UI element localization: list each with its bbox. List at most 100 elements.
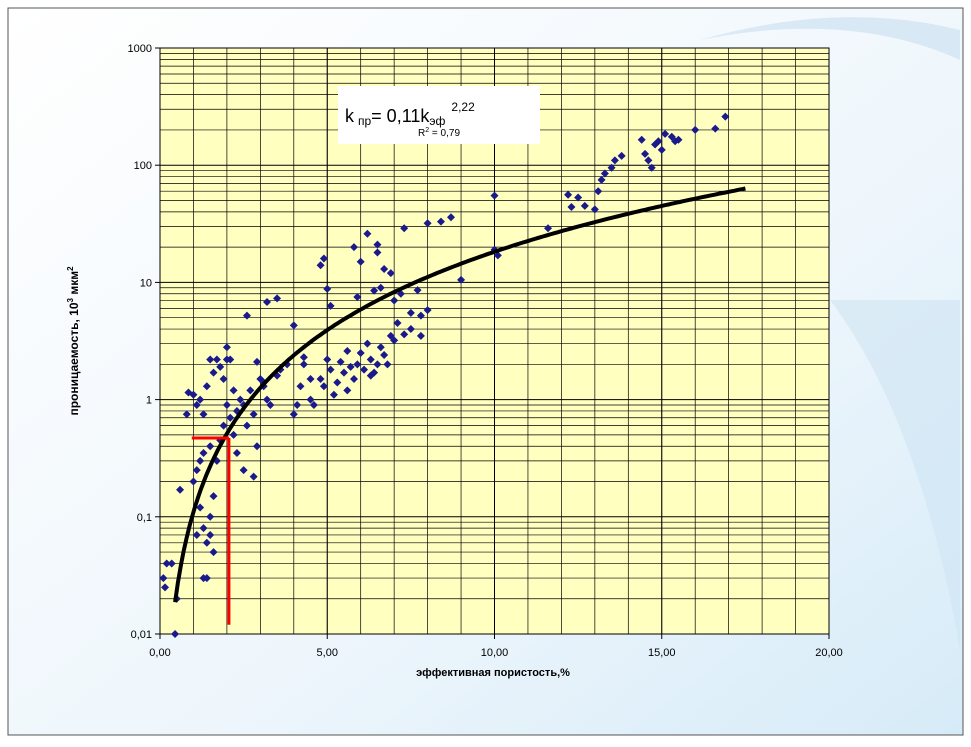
y-tick-label: 0,1: [137, 512, 152, 524]
point: [196, 395, 205, 404]
point: [206, 355, 215, 364]
point: [721, 112, 730, 121]
point: [323, 355, 332, 364]
point: [249, 472, 258, 481]
point: [326, 365, 335, 374]
point: [199, 524, 208, 533]
point: [236, 395, 245, 404]
point: [343, 346, 352, 355]
point: [222, 343, 231, 352]
point: [189, 477, 198, 486]
point: [199, 449, 208, 458]
y-label-text: проницаемость, 10: [67, 302, 81, 415]
point: [380, 351, 389, 360]
point: [647, 163, 656, 172]
point: [266, 400, 275, 409]
point: [376, 343, 385, 352]
point: [326, 301, 335, 310]
trendline: [173, 186, 746, 603]
x-tick-label: 20,00: [815, 647, 843, 659]
point: [567, 202, 576, 211]
point: [316, 261, 325, 270]
point: [319, 254, 328, 263]
point: [336, 357, 345, 366]
point: [607, 163, 616, 172]
point: [447, 213, 456, 222]
point: [206, 530, 215, 539]
point: [293, 400, 302, 409]
point: [229, 386, 238, 395]
point: [400, 330, 409, 339]
x-tick-label: 0,00: [149, 647, 170, 659]
point: [657, 145, 666, 154]
point: [196, 503, 205, 512]
point: [202, 538, 211, 547]
point: [319, 382, 328, 391]
point: [637, 135, 646, 144]
eq-sup: 2,22: [451, 100, 475, 114]
point: [339, 368, 348, 377]
point: [597, 175, 606, 184]
point: [386, 269, 395, 278]
point: [216, 362, 225, 371]
eq-sub: пр: [358, 114, 371, 128]
eq-part: = 0,11k: [371, 106, 430, 126]
decoration: [830, 300, 960, 650]
point: [222, 400, 231, 409]
point: [373, 248, 382, 257]
point: [600, 169, 609, 178]
point: [363, 339, 372, 348]
eq-sub: эф: [429, 114, 445, 128]
point: [380, 265, 389, 274]
point: [674, 135, 683, 144]
point: [306, 395, 315, 404]
y-tick-label: 100: [134, 160, 152, 172]
point: [594, 187, 603, 196]
y-tick-label: 1000: [128, 43, 152, 55]
point: [209, 548, 218, 557]
point: [360, 365, 369, 374]
point: [242, 311, 251, 320]
plot-border: [159, 47, 830, 635]
point: [544, 224, 553, 233]
point: [209, 492, 218, 501]
point: [242, 421, 251, 430]
r2-sup: 2: [425, 127, 429, 134]
point: [711, 124, 720, 133]
point: [232, 449, 241, 458]
r-squared: R2 = 0,79: [418, 127, 460, 139]
point: [289, 410, 298, 419]
point: [316, 374, 325, 383]
r2-part: = 0,79: [429, 128, 460, 139]
point: [333, 378, 342, 387]
x-axis-label: эффективная пористость,%: [416, 667, 570, 679]
point: [229, 430, 238, 439]
point: [162, 559, 171, 568]
point: [299, 360, 308, 369]
point: [199, 410, 208, 419]
y-label-text: мкм: [67, 271, 81, 298]
point: [416, 311, 425, 320]
point: [413, 286, 422, 295]
point: [219, 374, 228, 383]
point: [610, 156, 619, 165]
y-tick-label: 1: [146, 395, 152, 407]
point: [564, 190, 573, 199]
point: [239, 466, 248, 475]
y-tick-label: 10: [140, 277, 152, 289]
point: [346, 362, 355, 371]
point: [366, 371, 375, 380]
point: [654, 137, 663, 146]
r2-part: R: [418, 128, 425, 139]
point: [356, 257, 365, 266]
point: [406, 308, 415, 317]
y-label-sup: 3: [66, 297, 75, 302]
decoration: [700, 17, 960, 60]
point: [343, 386, 352, 395]
point: [457, 275, 466, 284]
point: [182, 410, 191, 419]
equation: k пр= 0,11kэф 2,22: [345, 100, 475, 128]
point: [370, 286, 379, 295]
plot: 0,01 0,1 1 10 100 1000 0,00 5,00 10,00 15,00 20,00: [128, 43, 843, 659]
